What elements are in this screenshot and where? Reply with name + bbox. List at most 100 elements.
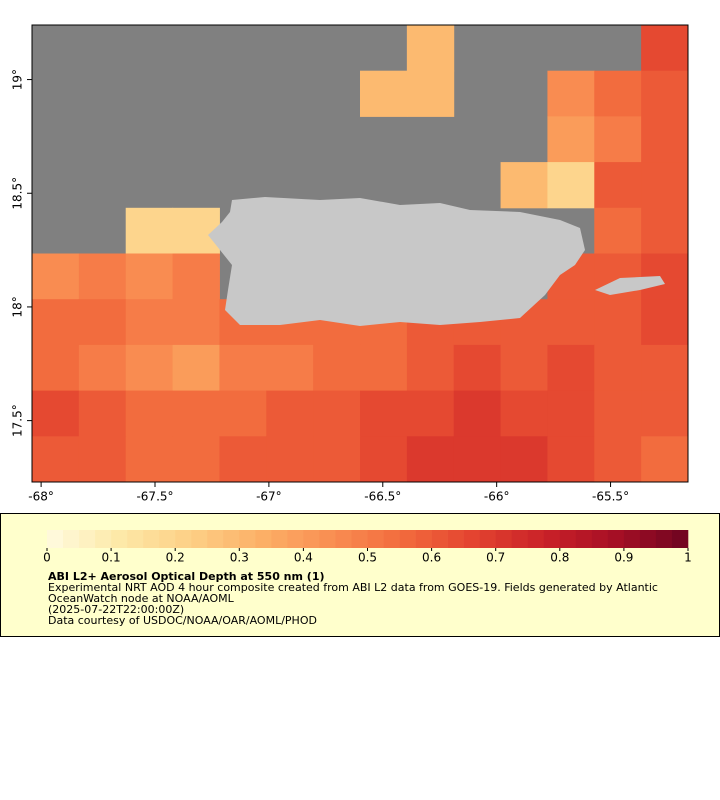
aod-cell <box>125 390 174 437</box>
aod-cell <box>641 207 689 254</box>
colorbar-segment <box>95 530 112 548</box>
aod-cell <box>500 390 548 437</box>
aod-cell <box>594 162 642 209</box>
aod-cell <box>125 436 174 483</box>
aod-cell <box>453 436 502 483</box>
aod-cell <box>641 344 689 392</box>
aod-cell <box>406 70 455 117</box>
aod-cell <box>313 390 361 437</box>
colorbar-tick-label: 0.8 <box>550 551 569 565</box>
land-puerto-rico <box>208 197 585 326</box>
colorbar-segment <box>319 530 336 548</box>
colorbar-segment <box>111 530 128 548</box>
aod-cell <box>219 390 267 437</box>
aod-cell <box>172 207 220 254</box>
aod-cell <box>78 253 127 300</box>
aod-cell <box>500 436 548 483</box>
y-tick-label: 18° <box>11 296 25 317</box>
colorbar-segment <box>127 530 144 548</box>
info-text: ABI L2+ Aerosol Optical Depth at 550 nm … <box>48 571 688 626</box>
colorbar-segment <box>255 530 272 548</box>
aod-cell <box>641 390 689 437</box>
colorbar-segment <box>159 530 176 548</box>
aod-cell <box>172 344 220 392</box>
colorbar-tick-label: 0.1 <box>102 551 121 565</box>
title: ABI L2+ Aerosol Optical Depth at 550 nm … <box>48 570 325 583</box>
colorbar-segment <box>79 530 96 548</box>
colorbar-tick-label: 0.4 <box>294 551 313 565</box>
aod-cell <box>32 299 80 346</box>
colorbar-segment <box>575 530 593 548</box>
colorbar-tick-label: 1 <box>684 551 692 565</box>
aod-cell <box>547 116 595 163</box>
colorbar: 0 0.1 0.2 0.3 0.4 0.5 0.6 0.7 0.8 0.9 1 <box>43 530 692 565</box>
colorbar-tick-label: 0 <box>43 551 51 565</box>
colorbar-segment <box>607 530 625 548</box>
aod-cell <box>594 436 642 483</box>
aod-cell <box>172 299 220 346</box>
aod-cell <box>360 436 408 483</box>
aod-cell <box>594 344 642 392</box>
colorbar-segment <box>431 530 448 548</box>
aod-cell <box>594 207 642 254</box>
aod-cell <box>406 344 455 392</box>
y-tick-label: 19° <box>11 69 25 90</box>
aod-cell <box>547 299 595 346</box>
colorbar-segment <box>223 530 240 548</box>
colorbar-segment <box>63 530 80 548</box>
aod-cell <box>266 344 314 392</box>
aod-cell <box>125 207 174 254</box>
aod-cell <box>32 344 80 392</box>
colorbar-segment <box>367 530 384 548</box>
colorbar-segment <box>47 530 64 548</box>
colorbar-tick-label: 0.6 <box>422 551 441 565</box>
aod-cell <box>125 299 174 346</box>
colorbar-segment <box>303 530 320 548</box>
aod-cell <box>641 70 689 117</box>
aod-cell <box>360 344 408 392</box>
colorbar-segment <box>639 530 657 548</box>
aod-cell <box>32 436 80 483</box>
aod-cell <box>406 25 455 72</box>
colorbar-tick-label: 0.3 <box>230 551 249 565</box>
colorbar-tick-label: 0.5 <box>358 551 377 565</box>
aod-cell <box>78 344 127 392</box>
colorbar-segment <box>191 530 208 548</box>
colorbar-segment <box>287 530 304 548</box>
colorbar-segment <box>527 530 545 548</box>
credit: Data courtesy of USDOC/NOAA/OAR/AOML/PHO… <box>48 614 317 627</box>
colorbar-tick-label: 0.7 <box>486 551 505 565</box>
aod-cell <box>547 436 595 483</box>
aod-cell <box>78 299 127 346</box>
aod-cell <box>172 436 220 483</box>
colorbar-segment <box>447 530 464 548</box>
aod-cell <box>547 70 595 117</box>
y-tick-label: 18.5° <box>11 177 25 210</box>
aod-cell <box>594 70 642 117</box>
colorbar-segment <box>143 530 160 548</box>
aod-cell <box>547 344 595 392</box>
aod-cell <box>125 253 174 300</box>
colorbar-segment <box>495 530 513 548</box>
aod-cell <box>266 390 314 437</box>
colorbar-tick-label: 0.2 <box>166 551 185 565</box>
x-tick-label: -66.5° <box>364 490 401 504</box>
aod-cell <box>641 162 689 209</box>
colorbar-segment <box>335 530 352 548</box>
description: Experimental NRT AOD 4 hour composite cr… <box>48 581 658 605</box>
aod-cell <box>641 116 689 163</box>
colorbar-segment <box>543 530 561 548</box>
colorbar-segment <box>655 530 673 548</box>
colorbar-segment <box>591 530 609 548</box>
aod-cell <box>406 390 455 437</box>
aod-cell <box>266 436 314 483</box>
aod-cell <box>641 436 689 483</box>
aod-cell <box>500 344 548 392</box>
colorbar-segment <box>415 530 432 548</box>
colorbar-segment <box>463 530 480 548</box>
aod-cell <box>313 436 361 483</box>
colorbar-segment <box>559 530 577 548</box>
aod-cell <box>360 70 408 117</box>
aod-cell <box>594 116 642 163</box>
